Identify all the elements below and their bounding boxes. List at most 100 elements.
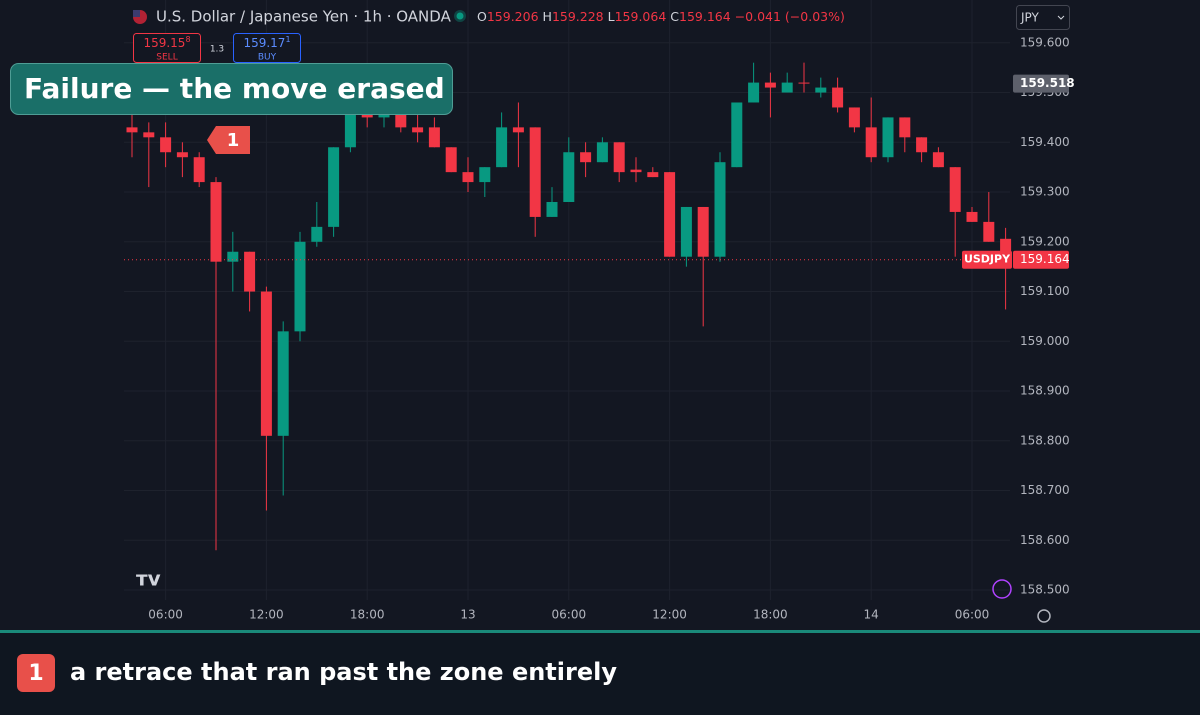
currency[interactable]: JPY (1020, 11, 1040, 25)
sell-button[interactable] (133, 33, 201, 63)
candle-body (832, 87, 844, 108)
candle-body (176, 152, 188, 158)
buy-pip[interactable]: 1 (285, 35, 290, 44)
y-tick-label: 159.400 (1020, 135, 1070, 149)
x-tick-label: 14 (864, 608, 879, 622)
candle-body (244, 251, 256, 292)
y-tick-label: 159.300 (1020, 185, 1070, 199)
candle-body (613, 142, 625, 173)
ohlc-label: O (477, 9, 487, 24)
candle-body (798, 82, 810, 84)
candle-body (260, 291, 272, 436)
candle-body (428, 127, 440, 148)
candle-body (580, 152, 592, 163)
sell-price[interactable]: 159.15 (143, 36, 185, 50)
last-price-badge (1013, 250, 1069, 269)
candle-body (748, 82, 760, 103)
flag-icon (133, 10, 140, 17)
sell-price[interactable]: 159.158 (143, 35, 190, 50)
candle-body (496, 127, 508, 168)
candle-body (647, 172, 659, 178)
candle-body (193, 157, 205, 183)
caption-badge (17, 654, 55, 692)
candle-body (731, 102, 743, 168)
ohlc-label: H (543, 9, 552, 24)
candle-body (210, 182, 222, 262)
y-tick-label: 158.800 (1020, 433, 1070, 447)
x-tick-label: 12:00 (249, 608, 284, 622)
candle-body (848, 107, 860, 128)
symbol-title: U.S. Dollar / Japanese Yen · 1h · OANDA (156, 8, 452, 26)
ohlc-label: L (608, 9, 615, 24)
y-tick-label: 158.700 (1020, 483, 1070, 497)
candle-body (932, 152, 944, 168)
candle-body (563, 152, 575, 202)
candle-body (949, 167, 961, 212)
candle-body (714, 162, 726, 257)
candle-body (764, 82, 776, 88)
candle-body (143, 132, 155, 138)
candle-body (512, 127, 524, 133)
candle-body (815, 87, 827, 93)
settings-icon[interactable] (1037, 609, 1051, 623)
x-tick-label: 18:00 (753, 608, 788, 622)
y-tick-label: 158.600 (1020, 533, 1070, 547)
candle-body (277, 331, 289, 436)
marker-badge (207, 126, 250, 154)
candle-body (227, 251, 239, 262)
grid (124, 0, 1010, 600)
status-dot (456, 12, 464, 20)
spread: 1.3 (210, 45, 224, 55)
candle-body (126, 127, 138, 133)
candle-body (311, 226, 323, 242)
divider (0, 630, 1200, 633)
buy-label[interactable]: BUY (258, 53, 277, 63)
symbol-badge (962, 250, 1012, 269)
candle-body (697, 206, 709, 257)
candle-body (462, 172, 474, 183)
y-tick-label: 159.100 (1020, 284, 1070, 298)
annotation-title: Failure — the move erased (24, 72, 445, 105)
candle-body (294, 241, 306, 332)
y-tick-label: 158.900 (1020, 384, 1070, 398)
candle-body (916, 137, 928, 153)
candle-body (899, 117, 911, 138)
x-tick-label: 18:00 (350, 608, 385, 622)
sell-pip[interactable]: 8 (185, 35, 190, 44)
dropdown-arrow (1057, 15, 1065, 20)
y-tick-label: 159.200 (1020, 234, 1070, 248)
candle-body (781, 82, 793, 93)
candle-body (882, 117, 894, 158)
candle-body (529, 127, 541, 217)
y-tick-label: 159.600 (1020, 35, 1070, 49)
candle-body (664, 172, 676, 257)
candle-body (395, 112, 407, 128)
candle-body (412, 127, 424, 133)
sell-label[interactable]: SELL (156, 53, 177, 63)
candle-body (328, 147, 340, 227)
buy-price[interactable]: 159.171 (243, 35, 290, 50)
price-marker-label: 159.518 (1020, 76, 1075, 90)
candle-body (865, 127, 877, 158)
buy-price[interactable]: 159.17 (243, 36, 285, 50)
ohlc-value: 159.228 (552, 9, 604, 24)
alert-icon[interactable] (992, 579, 1012, 599)
candle-body (966, 211, 978, 222)
ohlc-label: C (670, 9, 679, 24)
candle-body (344, 112, 356, 148)
x-tick-label: 06:00 (148, 608, 183, 622)
x-tick-label: 13 (460, 608, 475, 622)
candle-body (546, 201, 558, 217)
ohlc-value: 159.064 (615, 9, 667, 24)
currency-dropdown[interactable] (1016, 5, 1070, 30)
candle-body (160, 137, 172, 153)
buy-button[interactable] (233, 33, 301, 63)
logo: ᴛv (136, 567, 161, 591)
candle-body (680, 206, 692, 257)
price-marker-badge (1013, 74, 1069, 93)
candle-body (479, 167, 491, 183)
x-tick-label: 12:00 (652, 608, 687, 622)
x-tick-label: 06:00 (552, 608, 587, 622)
